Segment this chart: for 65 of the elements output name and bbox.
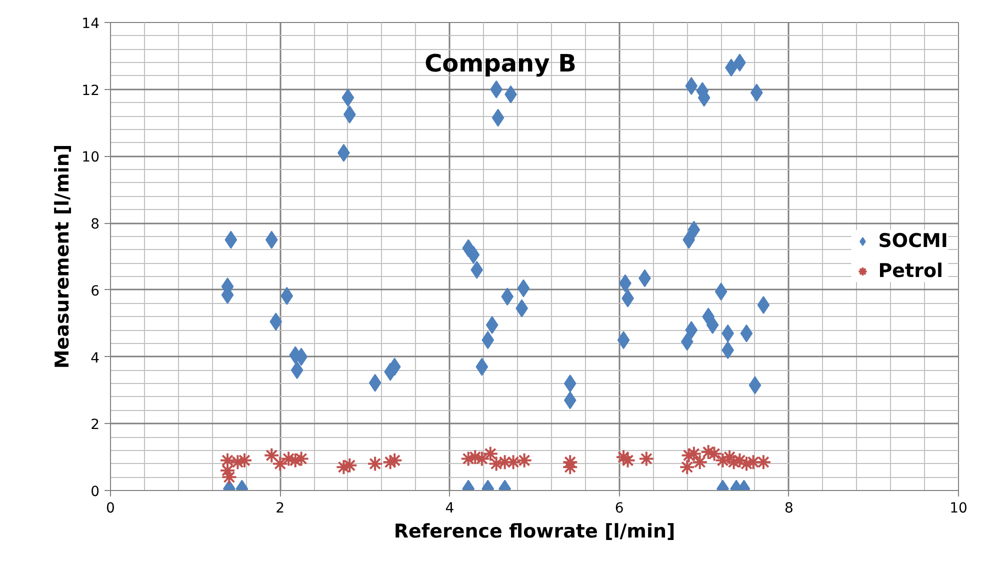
point — [290, 361, 304, 380]
y-tick-label: 10 — [82, 150, 100, 166]
y-tick-label: 6 — [90, 283, 100, 300]
point — [265, 230, 278, 249]
x-axis-title: Reference flowrate [l/min] — [394, 520, 676, 542]
point — [564, 391, 576, 410]
point — [685, 77, 698, 96]
point — [706, 316, 719, 334]
point — [516, 452, 532, 468]
point — [638, 450, 654, 467]
point — [482, 446, 498, 462]
y-tick-label: 12 — [82, 82, 100, 99]
point — [722, 324, 734, 342]
point — [224, 230, 238, 249]
point — [490, 80, 503, 98]
y-tick-label: 14 — [82, 16, 100, 32]
y-axis-title: Measurement [l/min] — [52, 144, 74, 369]
x-tick-label: 8 — [784, 500, 794, 516]
point — [270, 312, 282, 331]
point — [476, 358, 488, 376]
point — [272, 456, 288, 472]
y-tick-label: 8 — [90, 216, 100, 233]
y-tick-label: 0 — [90, 484, 100, 500]
legend-label: Petrol — [878, 260, 944, 282]
point — [682, 230, 696, 249]
point — [685, 321, 698, 340]
point — [688, 220, 700, 239]
point — [368, 374, 382, 392]
point — [564, 374, 576, 393]
point — [467, 246, 480, 264]
point — [692, 454, 708, 470]
x-tick-label: 0 — [106, 500, 115, 516]
point — [264, 447, 280, 464]
point — [486, 316, 498, 334]
point — [620, 452, 636, 468]
point — [679, 459, 696, 476]
point — [505, 454, 522, 470]
point — [714, 282, 728, 301]
point — [470, 260, 484, 279]
x-tick-label: 6 — [614, 500, 624, 516]
point — [748, 376, 762, 394]
point — [482, 331, 494, 350]
x-tick-label: 10 — [950, 500, 968, 516]
point — [757, 296, 770, 314]
legend-label: SOCMI — [878, 230, 948, 252]
text: Company B — [424, 50, 576, 78]
point — [220, 462, 236, 478]
point — [280, 286, 294, 305]
y-tick-label: 4 — [90, 350, 100, 366]
y-tick-label: 2 — [90, 417, 100, 434]
point — [740, 324, 753, 342]
point — [492, 108, 504, 127]
x-tick-label: 2 — [276, 500, 285, 516]
point — [755, 454, 772, 470]
point — [722, 341, 734, 360]
point — [342, 88, 354, 107]
point — [367, 456, 384, 472]
point — [616, 449, 632, 466]
point — [680, 332, 694, 351]
point — [617, 331, 630, 350]
point — [343, 105, 356, 124]
x-tick-label: 4 — [445, 500, 454, 516]
point — [220, 452, 236, 468]
point — [517, 279, 530, 298]
point — [501, 288, 514, 306]
